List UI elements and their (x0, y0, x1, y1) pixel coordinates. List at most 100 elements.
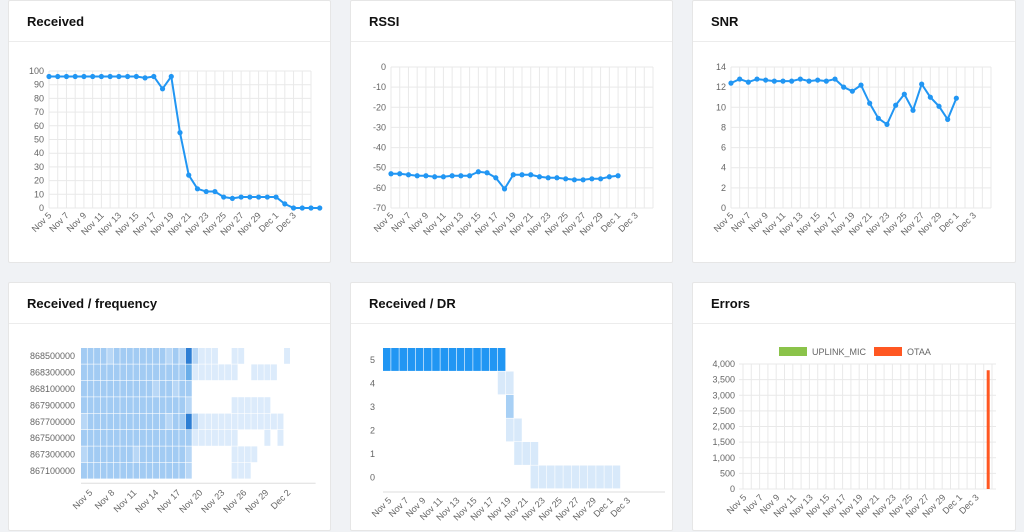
data-point (754, 76, 760, 82)
heat-cell (192, 364, 199, 381)
heat-cell (514, 442, 522, 465)
x-tick-label: Dec 2 (269, 488, 293, 512)
heat-cell (113, 462, 120, 479)
heat-cell (87, 380, 94, 397)
heat-cell (139, 348, 146, 364)
heat-cell (257, 413, 264, 430)
y-tick-label: 80 (34, 93, 44, 103)
heat-cell (100, 462, 107, 479)
data-point (893, 102, 899, 108)
heat-cell (244, 446, 251, 463)
heat-cell (407, 348, 416, 371)
data-point (901, 91, 907, 97)
data-point (545, 175, 551, 181)
row-label: 867500000 (30, 433, 75, 443)
heat-cell (538, 465, 547, 489)
data-point (832, 76, 838, 82)
heat-cell (563, 465, 571, 489)
data-point (405, 172, 412, 178)
heat-cell (107, 413, 114, 430)
data-point (290, 205, 297, 211)
y-tick-label: 3,000 (712, 390, 735, 400)
data-point (953, 95, 959, 101)
heat-cell (139, 430, 146, 446)
heat-cell (192, 413, 199, 430)
x-tick-label: Dec 3 (954, 210, 978, 234)
y-tick-label: 2,500 (712, 406, 735, 416)
heat-cell (139, 446, 146, 463)
data-point (414, 173, 420, 179)
y-tick-label: 100 (29, 66, 44, 76)
heat-cell (481, 348, 489, 371)
heat-cell (153, 413, 159, 430)
data-point (493, 175, 499, 181)
heat-cell (179, 446, 186, 463)
heat-cell (179, 348, 186, 364)
heat-cell (277, 413, 284, 430)
heat-cell (179, 380, 186, 397)
y-tick-label: -10 (373, 82, 386, 92)
heat-cell (107, 446, 114, 463)
row-label: 868100000 (30, 384, 75, 394)
heat-cell (133, 397, 140, 413)
heat-cell (571, 465, 580, 489)
y-tick-label: -40 (373, 143, 386, 153)
heat-cell (218, 364, 225, 381)
heat-cell (251, 364, 258, 381)
heat-cell (133, 364, 140, 381)
heat-cell (166, 413, 173, 430)
data-point (273, 194, 279, 200)
heat-cell (522, 442, 530, 465)
heat-cell (506, 371, 514, 395)
data-point (580, 177, 586, 183)
snr-title: SNR (693, 1, 1015, 42)
y-tick-label: 14 (716, 62, 726, 72)
heat-cell (185, 348, 192, 364)
heat-cell (185, 413, 192, 430)
heat-cell (120, 430, 127, 446)
heat-cell (159, 413, 166, 430)
row-label: 2 (370, 425, 375, 435)
heat-cell (107, 397, 114, 413)
data-point (238, 194, 244, 200)
heat-cell (179, 397, 186, 413)
heat-cell (100, 430, 107, 446)
heat-cell (107, 364, 114, 381)
data-point (458, 173, 464, 179)
data-point (186, 172, 192, 178)
data-point (256, 194, 262, 200)
data-point (510, 172, 516, 178)
row-label: 5 (370, 355, 375, 365)
heat-cell (465, 348, 473, 371)
heat-cell (277, 430, 284, 446)
y-tick-label: 40 (34, 148, 44, 158)
heat-cell (94, 364, 101, 381)
heat-cell (159, 430, 166, 446)
heat-cell (231, 348, 238, 364)
heat-cell (205, 364, 212, 381)
data-point (432, 174, 438, 180)
y-tick-label: 60 (34, 121, 44, 131)
data-point (125, 73, 131, 80)
heat-cell (120, 446, 127, 463)
heat-cell (120, 364, 127, 381)
heat-cell (231, 446, 238, 463)
data-point (72, 73, 78, 80)
heat-cell (198, 348, 205, 364)
legend-label: OTAA (907, 347, 931, 357)
heat-cell (244, 397, 251, 413)
heat-cell (179, 430, 186, 446)
data-point (884, 121, 890, 128)
heat-cell (100, 446, 107, 463)
heat-cell (87, 397, 94, 413)
data-point (763, 77, 769, 83)
heat-cell (185, 364, 192, 381)
heat-cell (113, 364, 120, 381)
row-label: 868500000 (30, 351, 75, 361)
x-tick-label: Dec 3 (274, 210, 298, 234)
heat-cell (264, 397, 271, 413)
data-point (919, 81, 925, 87)
heat-cell (231, 397, 238, 413)
dr-card: Received / DR 5 4 3 2 1 0 Nov 5 Nov 7 Nov 9 Nov 1… (350, 282, 673, 531)
